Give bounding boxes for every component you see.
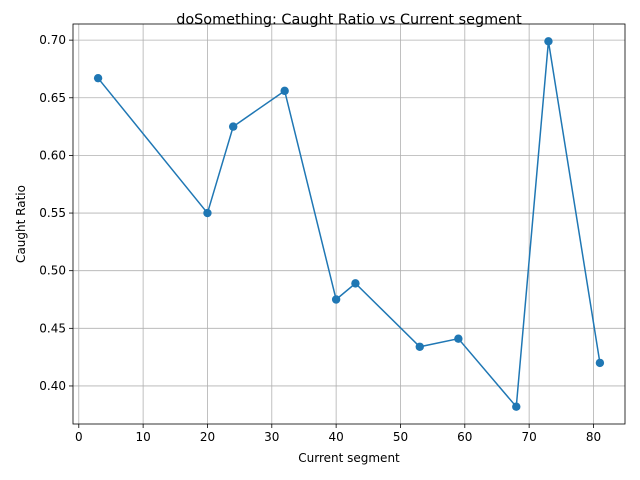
x-tick-label: 20	[200, 430, 215, 444]
x-tick-label: 30	[264, 430, 279, 444]
data-point	[595, 358, 605, 368]
x-tick-label: 60	[457, 430, 472, 444]
chart-title: doSomething: Caught Ratio vs Current seg…	[176, 12, 522, 28]
data-point	[203, 208, 212, 218]
x-tick-label: 70	[521, 430, 536, 444]
x-tick-label: 40	[328, 430, 343, 444]
y-tick-label: 0.40	[39, 379, 66, 393]
y-tick-label: 0.50	[39, 264, 66, 278]
x-tick-label: 0	[75, 430, 83, 444]
data-point	[415, 342, 424, 351]
data-point	[544, 37, 553, 46]
x-tick-label: 80	[586, 430, 601, 444]
series	[93, 37, 605, 411]
y-axis-label: Caught Ratio	[14, 185, 28, 263]
data-point	[331, 295, 341, 304]
data-point	[280, 86, 289, 96]
y-tick-label: 0.45	[39, 321, 66, 335]
data-point	[93, 73, 103, 83]
data-point	[228, 122, 238, 131]
y-tick-label: 0.70	[39, 33, 66, 47]
data-point	[351, 279, 360, 288]
plot-frame	[72, 23, 626, 425]
y-tick-label: 0.60	[39, 148, 66, 162]
x-axis-ticks: 0 10 20 30 40 50 60 70 80	[75, 424, 601, 444]
y-tick-label: 0.55	[39, 206, 66, 220]
data-point	[454, 334, 463, 343]
y-axis-ticks: 0.40 0.45 0.50 0.55 0.60 0.65 0.70	[39, 33, 73, 393]
y-tick-label: 0.65	[39, 91, 66, 105]
x-axis-label: Current segment	[298, 451, 400, 465]
data-point	[512, 402, 521, 411]
x-tick-label: 10	[135, 430, 150, 444]
x-tick-label: 50	[393, 430, 408, 444]
